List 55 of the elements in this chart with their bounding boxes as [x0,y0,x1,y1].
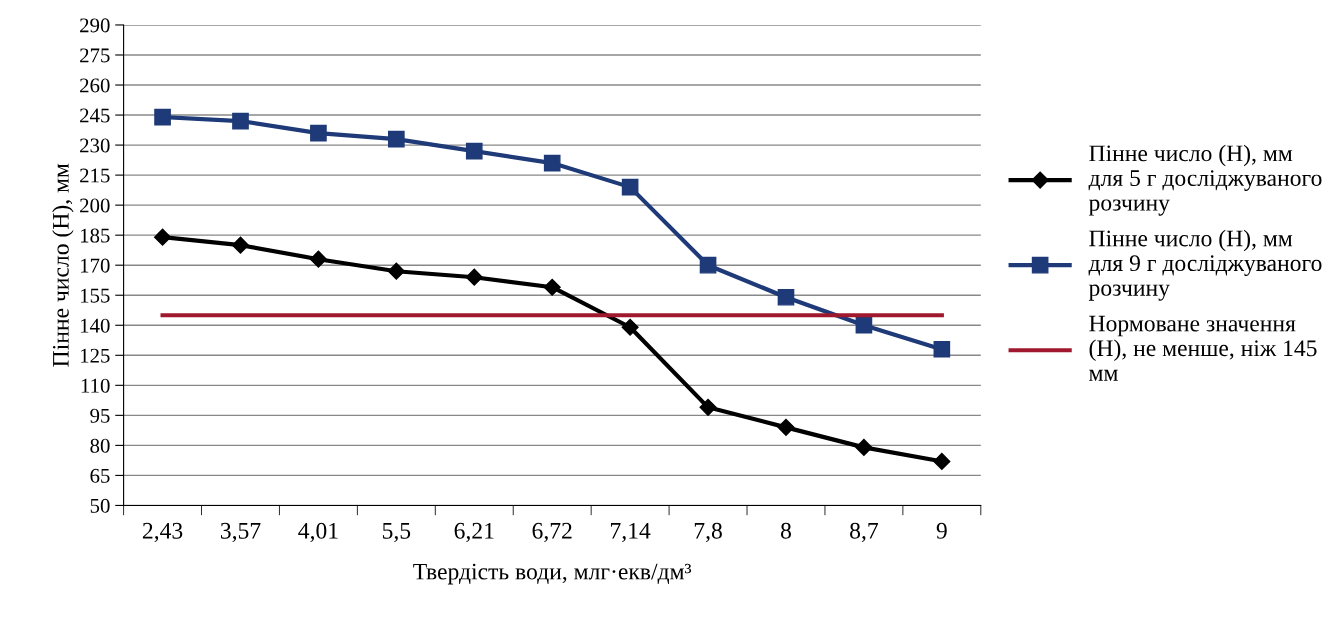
point [465,142,483,160]
point [621,318,639,336]
legend-label: Пінне число (Н), мм для 5 г досліджуваного розчину [1088,144,1322,216]
x-tick-label: 7,8 [694,522,722,543]
point [777,418,795,436]
y-tick-label: 245 [80,108,110,123]
point [855,438,873,456]
x-tick-label: 3,57 [220,522,261,543]
x-tick-label: 8,7 [850,522,878,543]
y-axis-title: Пінне число (Н), мм [52,163,74,367]
y-tick-label: 110 [81,378,110,393]
y-tick-label: 125 [80,348,110,363]
y-tick-label: 260 [80,78,110,93]
y-tick-label: 170 [80,258,110,273]
point [933,340,951,358]
legend-label: Нормоване значення (Н), не менше, ніж 145 мм [1089,315,1317,381]
point [387,262,405,280]
y-tick-label: 95 [90,408,110,423]
point [543,278,561,296]
point [309,250,327,268]
y-tick-label: 200 [80,198,110,213]
point [232,112,249,130]
point [699,256,717,274]
point [310,124,327,142]
y-tick-label: 65 [90,468,110,483]
point [154,108,171,126]
point [388,130,405,148]
y-tick-label: 80 [90,438,110,453]
x-tick-label: 6,72 [532,522,572,543]
legend-label: Пінне число (Н), мм для 9 г досліджуваного розчину [1088,229,1322,301]
point [933,452,951,470]
x-tick-label: 6,21 [454,522,494,543]
point [465,268,483,286]
x-tick-label: 8 [780,522,791,539]
point [699,398,717,416]
y-tick-label: 185 [80,228,110,243]
y-tick-label: 215 [80,168,110,183]
point [855,316,873,334]
x-tick-label: 9 [936,522,947,539]
point [231,236,250,254]
point [777,288,795,306]
x-axis-title: Твердість води, млг·екв/дм³ [413,563,692,585]
x-tick-label: 4,01 [298,522,338,543]
x-tick-label: 7,14 [611,522,651,543]
y-tick-label: 230 [80,138,110,153]
y-tick-label: 140 [80,318,110,333]
x-tick-label: 5,5 [382,523,411,543]
y-tick-label: 155 [80,288,110,303]
point [621,178,639,196]
y-tick-label: 50 [90,498,110,513]
point [154,228,172,246]
y-tick-label: 290 [80,18,110,33]
point [543,154,561,172]
y-tick-label: 275 [80,48,110,63]
x-tick-label: 2,43 [142,522,183,543]
